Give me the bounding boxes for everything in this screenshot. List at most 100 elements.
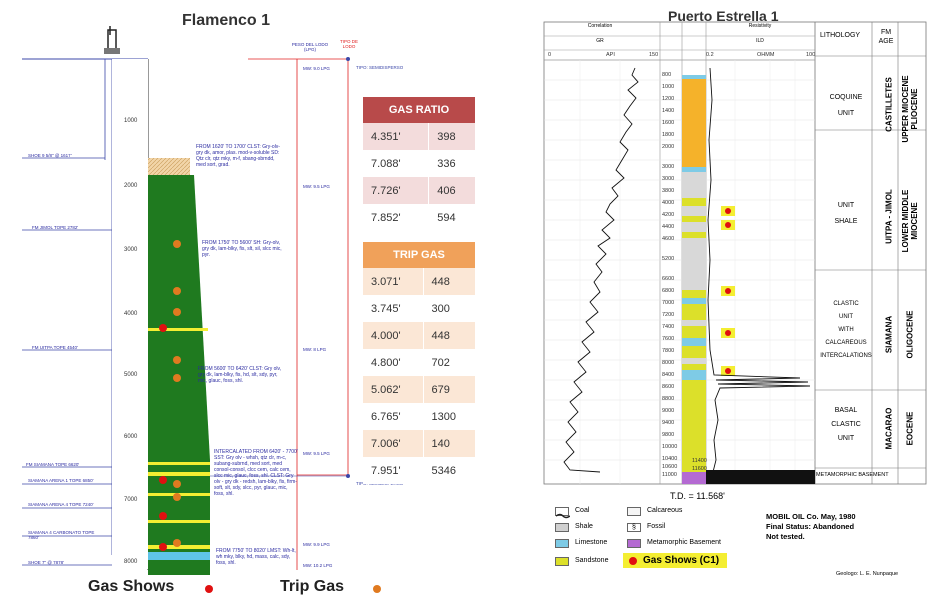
depth-tick: 7800 [662, 348, 675, 354]
depth-tick: 8000 [662, 360, 675, 366]
value-cell: 702 [422, 349, 475, 376]
metamorphic-swatch [627, 539, 641, 548]
depth-tick: 7200 [662, 312, 675, 318]
depth-cell: 4.800' [371, 356, 401, 369]
formation-name: UITPA - JIMOL [884, 189, 894, 244]
value-cell: 398 [428, 123, 475, 150]
mud-type-bottom: TIPO: SEMIDISPERSO [356, 481, 404, 486]
depth-tick: 7600 [662, 336, 675, 342]
trip-gas-legend-dot [373, 585, 381, 593]
depth-tick: 1600 [662, 120, 675, 126]
unit-line: UNIT [839, 314, 853, 320]
basement-label: METAMORPHIC BASEMENT [816, 472, 889, 478]
formation-age: LOWER MIDDLE MIOCENE [901, 189, 919, 253]
depth-scale: 800 1000 1200 1400 1600 1800 2000 3000 3… [662, 72, 707, 482]
mud-weight-label: MW: 8 LPG [303, 347, 327, 352]
resistivity-curve [707, 67, 811, 481]
depth-cell: 6.765' [371, 410, 401, 423]
depth-tick: 1000 [662, 84, 675, 90]
mud-weight-label: MW: 9.9 LPG [303, 542, 330, 547]
sandstone-swatch [555, 557, 569, 566]
depth-tick: 9400 [662, 420, 675, 426]
gas-show-dot [159, 512, 167, 520]
track2-header: Resistivity [748, 23, 772, 29]
unit-line: COQUINE [829, 94, 863, 101]
gas-show-dot [725, 222, 731, 228]
gas-show-dot [159, 476, 167, 484]
depth-label: 5000 [124, 372, 138, 378]
puerto-estrella-title: Puerto Estrella 1 [668, 8, 779, 24]
gas-ratio-table: 4.351' 398 7.088' 336 7.726' 406 7.852' 594 [363, 123, 475, 231]
mud-weight-label: MW: 9.5 LPG [303, 184, 330, 189]
table-row: 4.351' 398 [363, 123, 475, 150]
track2-scale-unit: OHMM [757, 52, 775, 58]
depth-cell: 4.351' [371, 130, 401, 143]
depth-tick: 8400 [662, 372, 675, 378]
gas-ratio-header: GAS RATIO [363, 97, 475, 123]
unit-line: CLASTIC [831, 421, 861, 428]
value-cell: 5346 [422, 457, 475, 484]
track1-sub: GR [596, 38, 604, 44]
unit-lithology: COQUINE UNIT [818, 90, 874, 122]
well-notes: MOBIL OIL Co. May, 1980 Final Status: Ab… [766, 512, 856, 542]
formation-age: OLIGOCENE [905, 310, 915, 359]
depth-tick: 800 [662, 72, 672, 78]
table-row: 6.765' 1300 [363, 403, 475, 430]
lithology-note: FROM 7750' TO 8020' LMST: Wh-lt, wh mky,… [216, 548, 296, 566]
unit-line: INTERCALATIONS [820, 353, 872, 359]
flamenco-log-diagram [22, 26, 381, 593]
calcareous-swatch [627, 507, 641, 516]
formation-label: SIAMANA 4 CARBONATO TOPE 7860' [28, 530, 95, 540]
depth-tick: 1200 [662, 96, 675, 102]
legend-label: Limestone [575, 539, 608, 546]
gas-shows-legend-dot [205, 585, 213, 593]
mud-weight-label: MW: 10.2 LPG [303, 563, 333, 568]
unit-line: CALCAREOUS [825, 340, 867, 346]
legend-label: Metamorphic Basement [647, 539, 721, 546]
formation-age: UPPER MIOCENE PLIOCENE [901, 75, 919, 143]
depth-tick: 5200 [662, 256, 675, 262]
unit-line: WITH [838, 327, 854, 333]
depth-label: 6000 [124, 434, 138, 440]
trip-gas-dot [173, 374, 181, 382]
value-cell: 448 [422, 322, 475, 349]
gas-shows-label: Gas Shows (C1) [643, 555, 720, 566]
trip-gas-table: 3.071' 448 3.745' 300 4.000' 448 4.800' 702 … [363, 268, 475, 484]
lithology-note: FROM 1620' TO 1700' CLST: Gry-olv-gry dk… [196, 144, 280, 168]
depth-tick: 10400 [662, 456, 678, 462]
mud-weight-header: PESO DEL LODO (LPG) [291, 42, 329, 52]
depth-tick: 7000 [662, 300, 675, 306]
depth-tick: 4200 [662, 212, 675, 218]
depth-tick: 9000 [662, 408, 675, 414]
depth-cell: 5.062' [371, 383, 401, 396]
depth-label: 2000 [124, 183, 138, 189]
trip-gas-dot [173, 308, 181, 316]
track2-scale-min: 0.2 [706, 52, 714, 58]
depth-cell: 3.071' [371, 275, 401, 288]
depth-tick: 8800 [662, 396, 675, 402]
depth-tick: 11000 [662, 472, 677, 478]
depth-tick: 4400 [662, 224, 675, 230]
value-cell: 448 [422, 268, 475, 295]
track1-scale-unit: API [606, 52, 615, 58]
depth-tick: 9800 [662, 432, 675, 438]
depth-tick: 2000 [662, 144, 675, 150]
trip-gas-legend-label: Trip Gas [280, 578, 345, 595]
value-cell: 406 [428, 177, 475, 204]
gas-show-legend-dot [629, 556, 637, 565]
depth-tick: 6600 [662, 276, 675, 282]
formation-name: CASTILLETES [884, 77, 894, 132]
lithology-header: LITHOLOGY [820, 32, 861, 39]
formation-label: FM JIMOL TOPE 2782' [32, 225, 79, 230]
gas-ratio-panel: GAS RATIO 4.351' 398 7.088' 336 7.726' 406 … [363, 97, 475, 231]
total-depth: T.D. = 11.568' [670, 491, 725, 501]
formation-label: FM SIAMANA TOPE 6620' [26, 462, 80, 467]
lithology-note: FROM 1750' TO 5600' SH: Gry-olv, gry dk,… [202, 240, 282, 258]
unit-line: CLASTIC [833, 301, 859, 307]
depth-tick: 11600 [692, 466, 707, 472]
note-line: Not tested. [766, 532, 805, 541]
formation-name: SIAMANA [884, 315, 894, 354]
legend-label: Calcareous [647, 507, 683, 514]
table-row: 7.006' 140 [363, 430, 475, 457]
shale-swatch [555, 523, 569, 532]
